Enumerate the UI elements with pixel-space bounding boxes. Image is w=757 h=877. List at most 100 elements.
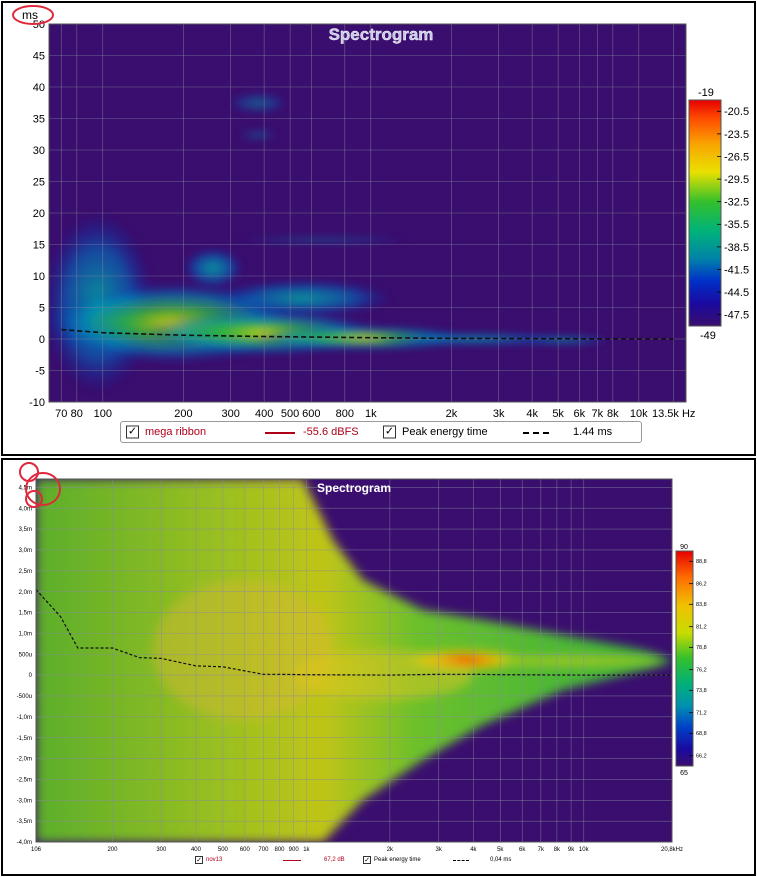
y-tick-label: -3,5m bbox=[17, 819, 32, 825]
x-tick-label: 4k bbox=[526, 408, 538, 420]
y-tick-label: 25 bbox=[33, 176, 45, 188]
y-tick-label: -1,0m bbox=[17, 715, 32, 721]
y-tick-label: -1,5m bbox=[17, 736, 32, 742]
colorbar-tick-label: -20.5 bbox=[724, 106, 749, 118]
peak-checkbox[interactable]: ✓ bbox=[383, 425, 396, 439]
colorbar bbox=[675, 550, 694, 767]
colorbar-tick-label: 66,2 bbox=[696, 754, 707, 760]
x-tick-label: 13.5k Hz bbox=[652, 408, 695, 420]
x-tick-label: 800 bbox=[274, 847, 285, 853]
colorbar-tick-label: 71,2 bbox=[696, 711, 707, 717]
peak-swatch bbox=[523, 432, 549, 434]
y-tick-label: 30 bbox=[33, 145, 45, 157]
x-tick-label: 4k bbox=[470, 847, 477, 853]
x-tick-label: 5k bbox=[552, 408, 564, 420]
x-tick-label: 3k bbox=[493, 408, 505, 420]
colorbar-top-label: 90 bbox=[680, 544, 688, 551]
y-tick-label: 50 bbox=[33, 19, 45, 31]
colorbar-bottom-label: -49 bbox=[700, 330, 716, 342]
y-tick-label: -5 bbox=[35, 365, 45, 377]
x-tick-label: 7k bbox=[538, 847, 545, 853]
y-tick-label: -2,5m bbox=[17, 778, 32, 784]
y-tick-label: 0 bbox=[29, 673, 33, 679]
series-checkbox[interactable]: ✓ bbox=[126, 425, 139, 439]
x-tick-label: 80 bbox=[71, 408, 83, 420]
spectrogram-bottom: 106 200 300 400 500 600 700 800 900 1k 2k 3k 4k 5k 6k 7… bbox=[17, 462, 707, 853]
colorbar-tick-label: -35.5 bbox=[724, 219, 749, 231]
x-tick-label: 400 bbox=[255, 408, 273, 420]
x-tick-label: 400 bbox=[191, 847, 202, 853]
x-tick-label: 700 bbox=[258, 847, 269, 853]
y-tick-label: 3,0m bbox=[19, 548, 32, 554]
x-tick-label: 10k bbox=[579, 847, 590, 853]
y-tick-label: 500u bbox=[19, 652, 32, 658]
x-tick-label: 900 bbox=[289, 847, 300, 853]
x-tick-label: 600 bbox=[302, 408, 320, 420]
x-tick-label: 600 bbox=[240, 847, 251, 853]
colorbar-tick-label: -29.5 bbox=[724, 174, 749, 186]
y-tick-label: -10 bbox=[29, 397, 45, 409]
y-tick-label: -4,0m bbox=[17, 840, 32, 846]
colorbar-ticks: -20.5 -23.5 -26.5 -29.5 -32.5 -35.5 -38.5 -41.5… bbox=[717, 106, 749, 322]
x-tick-label: 300 bbox=[156, 847, 167, 853]
spectrogram-panel-top: 70 80 100 200 300 400 500 600 800 1k 2k 3k 4k 5k 6k 7k 8… bbox=[1, 1, 756, 456]
x-tick-label: 500 bbox=[281, 408, 299, 420]
colorbar-bottom-label: 65 bbox=[680, 770, 688, 777]
y-tick-label: 35 bbox=[33, 113, 45, 125]
x-tick-label: 6k bbox=[519, 847, 526, 853]
peak-label: Peak energy time bbox=[402, 426, 488, 438]
colorbar-tick-label: 88,8 bbox=[696, 559, 707, 565]
highlight-circle bbox=[12, 5, 54, 25]
y-tick-label: 4,0m bbox=[19, 506, 32, 512]
chart-title: Spectrogram bbox=[329, 25, 434, 44]
highlight-circle bbox=[25, 490, 43, 508]
legend-bar: ✓ nov13 67,2 dB ✓ Peak energy time 0,04 … bbox=[192, 854, 522, 865]
colorbar-tick-label: 68,8 bbox=[696, 731, 707, 737]
y-tick-label: 2,5m bbox=[19, 569, 32, 575]
y-tick-label: 45 bbox=[33, 50, 45, 62]
series-swatch bbox=[283, 859, 301, 861]
series-swatch bbox=[265, 432, 295, 434]
x-tick-label: 10k bbox=[630, 408, 648, 420]
colorbar-tick-label: 78,8 bbox=[696, 645, 707, 651]
x-tick-label: 200 bbox=[174, 408, 192, 420]
y-tick-label: -500u bbox=[17, 694, 32, 700]
peak-checkbox[interactable]: ✓ bbox=[363, 855, 371, 864]
x-tick-label: 3k bbox=[436, 847, 443, 853]
axis-ticks: 106 200 300 400 500 600 700 800 900 1k 2k 3k 4k 5k 6k 7… bbox=[17, 485, 683, 853]
colorbar-tick-label: 76,2 bbox=[696, 668, 707, 674]
y-tick-label: 40 bbox=[33, 82, 45, 94]
spectrogram-panel-bottom: 106 200 300 400 500 600 700 800 900 1k 2k 3k 4k 5k 6k 7… bbox=[1, 458, 756, 876]
colorbar-ticks: 88,8 86,2 83,8 81,2 78,8 76,2 73,8 71,2 68,8 66,2 bbox=[689, 559, 707, 760]
series-checkbox[interactable]: ✓ bbox=[195, 855, 203, 864]
x-tick-label: 8k bbox=[554, 847, 561, 853]
colorbar-tick-label: -32.5 bbox=[724, 197, 749, 209]
y-tick-label: 5 bbox=[39, 302, 45, 314]
peak-label: Peak energy time bbox=[374, 856, 421, 863]
y-tick-label: 20 bbox=[33, 208, 45, 220]
x-tick-label: 5k bbox=[497, 847, 504, 853]
colorbar-tick-label: 73,8 bbox=[696, 688, 707, 694]
peak-energy-time-line bbox=[35, 589, 672, 676]
peak-value: 0,04 ms bbox=[490, 856, 512, 863]
x-tick-label: 8k bbox=[607, 408, 619, 420]
x-tick-label: 7k bbox=[591, 408, 603, 420]
colorbar-tick-label: 86,2 bbox=[696, 582, 707, 588]
y-tick-label: 0 bbox=[39, 334, 45, 346]
colorbar-tick-label: 81,2 bbox=[696, 625, 707, 631]
colorbar-tick-label: 83,8 bbox=[696, 602, 707, 608]
x-tick-label: 200 bbox=[107, 847, 118, 853]
grid bbox=[35, 479, 673, 843]
x-tick-label: 500 bbox=[218, 847, 229, 853]
y-unit-label: ms bbox=[22, 8, 38, 22]
highlight-circle bbox=[25, 472, 61, 506]
x-tick-label: 106 bbox=[31, 847, 42, 853]
series-level: 67,2 dB bbox=[324, 856, 345, 863]
peak-energy-time-line bbox=[61, 328, 674, 340]
colorbar bbox=[688, 99, 722, 327]
y-tick-label: -3,0m bbox=[17, 798, 32, 804]
series-level: -55.6 dBFS bbox=[303, 426, 359, 438]
x-tick-label: 70 bbox=[55, 408, 67, 420]
spectrogram-top: 70 80 100 200 300 400 500 600 800 1k 2k 3k 4k 5k 6k 7k 8… bbox=[12, 5, 749, 420]
y-tick-label: 10 bbox=[33, 271, 45, 283]
